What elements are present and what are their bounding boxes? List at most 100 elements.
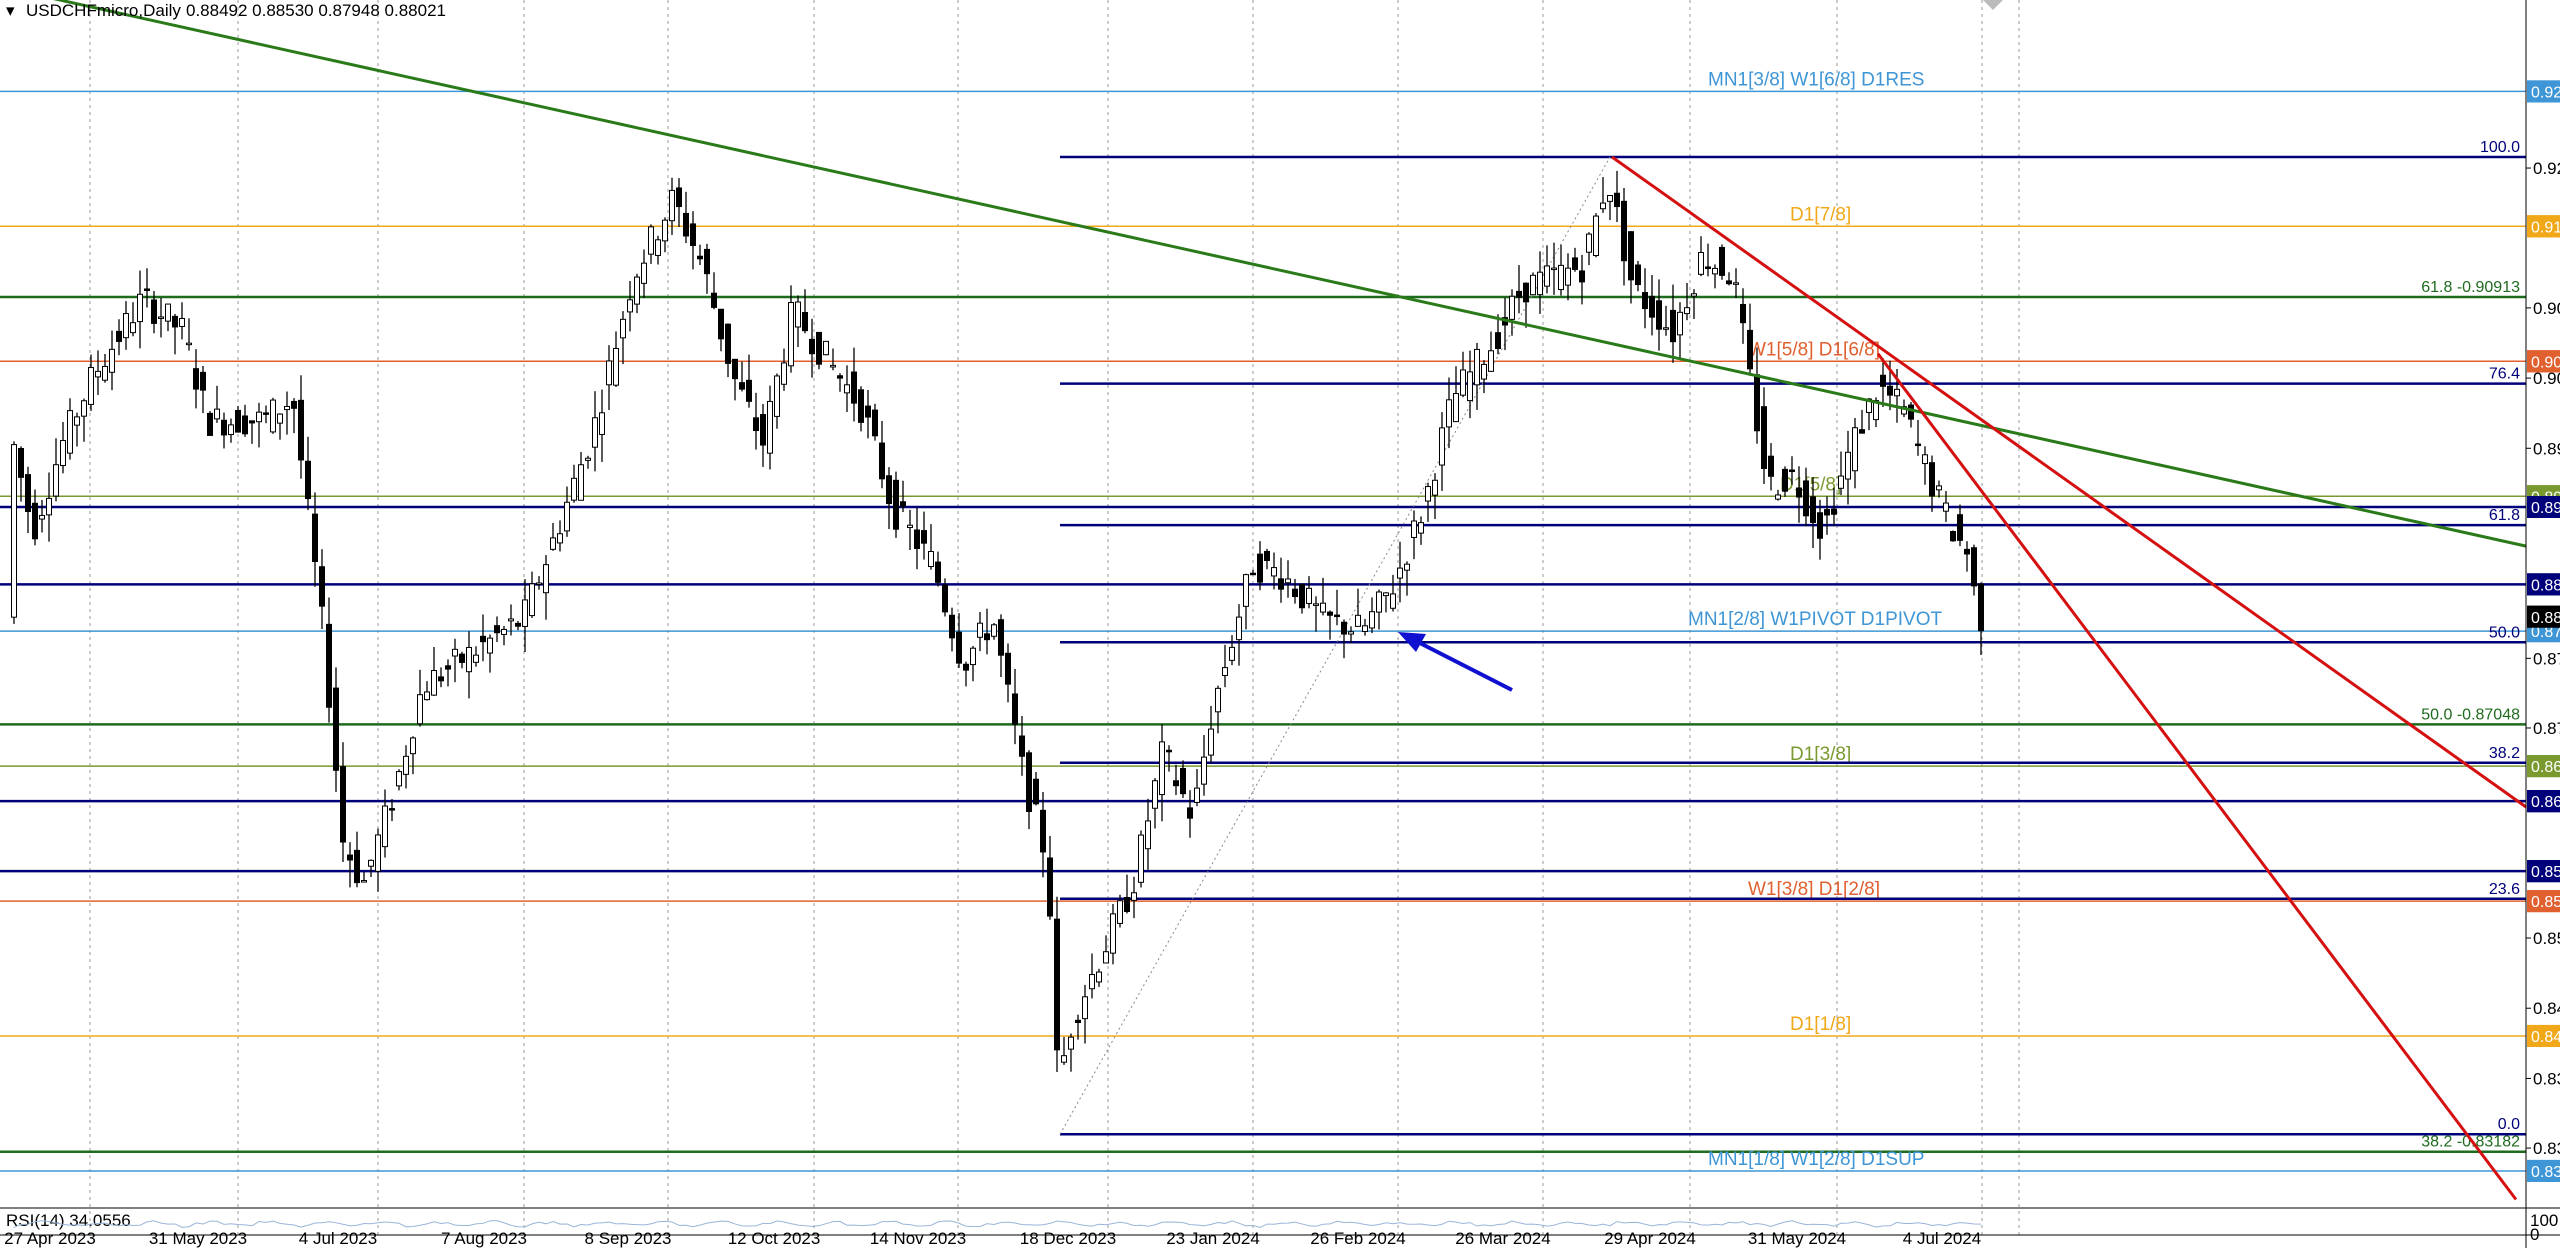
bull-candle [53,464,59,497]
price-level-label: MN1[3/8] W1[6/8] D1RES [1708,69,1924,90]
bear-candle [1572,257,1578,270]
bull-candle [1852,427,1858,472]
bear-candle [263,412,269,415]
bear-candle [886,475,892,505]
price-tag-box [2527,860,2560,883]
bull-candle [1397,567,1403,579]
bull-candle [1838,475,1844,489]
bear-candle [515,622,521,627]
bull-candle [431,670,437,696]
bull-candle [270,399,276,433]
bull-candle [60,440,66,467]
time-axis[interactable]: 27 Apr 2023 31 May 2023 4 Jul 2023 7 Aug 20… [4,1229,1981,1248]
bull-candle [606,360,612,386]
price-level-label: D1[3/8] [1790,744,1851,765]
fib-level-label: 23.6 [2489,881,2520,898]
date-tick-label: 8 Sep 2023 [585,1229,672,1248]
bear-candle [312,513,318,563]
bear-candle [697,255,703,260]
bear-candle [1334,614,1340,618]
price-tag-box [2527,215,2560,238]
bear-candle [879,442,885,480]
bear-candle [963,663,969,671]
bear-candle [858,389,864,423]
red-trendline-upper[interactable] [1611,155,2527,809]
bull-candle [11,444,17,618]
bear-candle [865,405,871,418]
bull-candle [522,599,528,627]
bear-candle [235,409,241,433]
bull-candle [368,859,374,867]
bull-candle [452,648,458,657]
bull-candle [1943,502,1949,512]
bear-candle [1033,778,1039,805]
bull-candle [1530,274,1536,296]
bear-candle [347,854,353,861]
bull-candle [1691,293,1697,297]
blue-arrow-head [1398,632,1426,652]
green-trendline[interactable] [0,0,2527,548]
bull-candle [1320,602,1326,613]
bear-candle [984,633,990,641]
bear-candle [1705,266,1711,270]
bear-candle [221,419,227,436]
rsi-scale-top: 100 [2530,1211,2558,1230]
bear-candle [816,331,822,365]
bull-candle [774,375,780,417]
price-tick-label: 0.87645 [2533,649,2560,668]
bear-candle [193,368,199,390]
bull-candle [214,408,220,420]
bear-candle [249,420,255,424]
bull-candle [634,276,640,305]
blue-arrow-shaft[interactable] [1409,636,1513,692]
bull-candle [907,524,913,528]
price-tag-label: 0.84229 [2531,1029,2560,1046]
fib-level-label: 38.2 [2489,745,2520,762]
bear-candle [1915,443,1921,447]
price-tick-label: 0.89545 [2533,439,2560,458]
bull-candle [473,654,479,663]
bull-candle [1404,563,1410,571]
bull-candle [417,694,423,725]
bear-candle [445,665,451,670]
bear-candle [1824,509,1830,516]
bull-candle [620,318,626,339]
bear-candle [914,529,920,549]
bull-candle [1593,215,1599,257]
bull-candle [1061,1055,1067,1063]
bear-candle [1740,304,1746,324]
red-trendline-lower[interactable] [1876,352,2518,1201]
bear-candle [760,414,766,446]
bear-candle [1642,292,1648,310]
bull-candle [550,537,556,550]
date-tick-label: 7 Aug 2023 [441,1229,527,1248]
bull-candle [1845,451,1851,480]
bull-candle [788,302,794,367]
bull-candle [1873,400,1879,421]
bear-candle [739,382,745,390]
date-tick-label: 4 Jul 2023 [299,1229,377,1248]
bear-candle [1250,572,1256,576]
bull-candle [1362,625,1368,633]
bull-candle [284,405,290,411]
date-tick-label: 29 Apr 2024 [1604,1229,1696,1248]
bear-candle [1026,752,1032,812]
menu-triangle-icon[interactable]: ▾ [6,1,15,20]
bull-candle [1537,271,1543,296]
bear-candle [1516,290,1522,298]
bull-candle [543,564,549,594]
bull-candle [1313,603,1319,606]
trendlines[interactable] [0,0,2527,1201]
price-axis[interactable]: 0.92080 0.90815 0.90180 0.89545 0.87645 0.870… [2525,0,2560,1248]
bear-candle [809,338,815,355]
price-tag-label: 0.86353 [2531,794,2560,811]
bear-candle [998,619,1004,656]
bear-candle [1726,280,1732,285]
bull-candle [396,771,402,787]
bear-candle [1614,192,1620,208]
bull-candle [627,299,633,313]
bull-candle [1068,1036,1074,1050]
bull-candle [585,457,591,461]
